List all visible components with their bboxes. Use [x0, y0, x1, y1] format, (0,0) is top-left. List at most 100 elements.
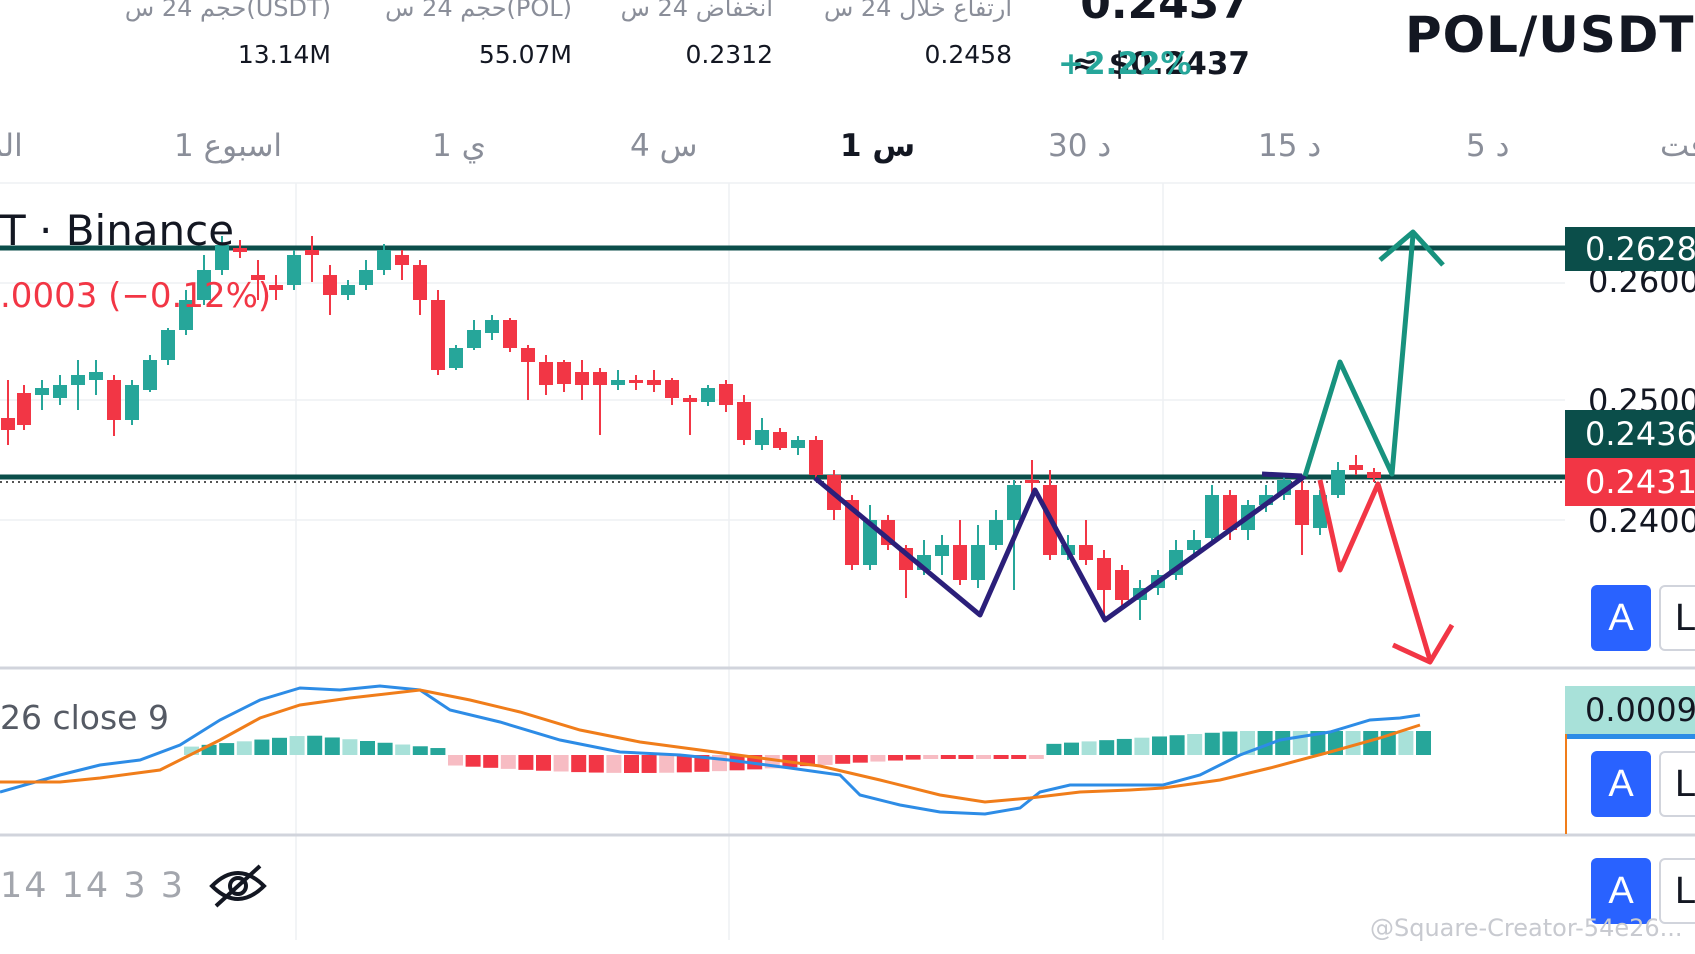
candle-body: [467, 330, 481, 348]
candle-body: [1025, 480, 1039, 483]
candle-body: [1115, 570, 1129, 600]
tab-more[interactable]: الم: [0, 128, 23, 164]
price-change-percent: +2.22%: [1058, 46, 1192, 82]
macd-histogram-bar: [641, 755, 657, 773]
candle-body: [1331, 470, 1345, 495]
macd-indicator-label[interactable]: 26 close 9: [0, 698, 169, 737]
candle-body: [1223, 495, 1237, 530]
macd-histogram-bar: [1011, 755, 1027, 759]
macd-log-scale-button[interactable]: L: [1659, 751, 1695, 817]
tab-30m[interactable]: 30 د: [1048, 128, 1112, 164]
stat-high-label: ارتفاع خلال 24 س: [823, 0, 1012, 22]
candle-body: [683, 398, 697, 402]
macd-histogram-bar: [817, 755, 833, 765]
tab-time[interactable]: الوقت: [1660, 128, 1695, 164]
candle-body: [719, 384, 733, 405]
candle-body: [863, 520, 877, 565]
macd-auto-scale-button[interactable]: A: [1591, 751, 1651, 817]
candle-body: [395, 255, 409, 265]
macd-histogram-bar: [272, 737, 287, 755]
candle-body: [611, 380, 625, 385]
tab-1d[interactable]: 1 ي: [432, 128, 486, 164]
candle-body: [503, 320, 517, 348]
signal-scale-marker: [1565, 734, 1567, 834]
candle-body: [485, 320, 499, 333]
macd-histogram-bar: [500, 755, 516, 769]
bullish-projection-arrow: [1302, 234, 1416, 477]
last-price: 0.2437: [1080, 0, 1250, 29]
candle-body: [71, 375, 85, 385]
macd-histogram-bar: [236, 741, 252, 755]
macd-histogram-bar: [201, 744, 217, 755]
candle-body: [755, 430, 769, 445]
macd-histogram-bar: [571, 755, 587, 773]
candle-body: [143, 360, 157, 390]
tab-1h[interactable]: 1 س: [840, 128, 916, 164]
watermark: @Square-Creator-54e26...: [1370, 914, 1683, 942]
stat-low-value: 0.2312: [685, 40, 773, 69]
price-scale-tick: 0.2400: [1588, 502, 1695, 540]
macd-histogram-bar: [430, 748, 446, 755]
candle-body: [1097, 558, 1111, 590]
chart-symbol-title[interactable]: T · Binance: [0, 206, 235, 255]
volume-log-scale-button[interactable]: L: [1659, 858, 1695, 924]
bearish-projection-arrow: [1317, 479, 1433, 661]
tab-1w[interactable]: 1 اسبوع: [174, 128, 283, 164]
macd-histogram-bar: [676, 755, 692, 773]
eye-slash-icon: [209, 864, 267, 908]
macd-histogram-bar: [324, 737, 340, 755]
auto-scale-button[interactable]: A: [1591, 585, 1651, 651]
candle-body: [1367, 472, 1381, 478]
candle-body: [53, 385, 67, 398]
candle-body: [845, 500, 859, 565]
macd-histogram-bar: [483, 755, 499, 768]
candle-body: [701, 388, 715, 402]
macd-histogram-bar: [606, 755, 622, 773]
candle-body: [773, 432, 787, 448]
candle-body: [1187, 540, 1201, 550]
macd-histogram-bar: [1204, 732, 1220, 755]
macd-histogram-bar: [1222, 731, 1238, 755]
bullish-arrowhead: [1378, 229, 1445, 267]
volume-indicator-label[interactable]: 14 14 3 3: [0, 866, 185, 906]
macd-histogram-bar: [289, 736, 305, 755]
macd-histogram: [184, 731, 1431, 773]
candle-body: [809, 440, 823, 475]
macd-histogram-bar: [729, 755, 745, 771]
last-price-badge: 0.2431: [1565, 458, 1695, 506]
macd-histogram-bar: [588, 755, 604, 773]
macd-histogram-bar: [377, 742, 393, 755]
macd-histogram-bar: [940, 755, 956, 759]
double-bottom-pattern: [813, 473, 1307, 623]
macd-histogram-bar: [342, 739, 358, 755]
macd-histogram-bar: [976, 755, 991, 759]
candle-body: [179, 300, 193, 330]
macd-histogram-bar: [1046, 743, 1062, 755]
candle-body: [269, 285, 283, 290]
trading-pair-title[interactable]: POL/USDT: [1405, 6, 1695, 64]
macd-histogram-bar: [465, 755, 481, 767]
volume-auto-scale-button[interactable]: A: [1591, 858, 1651, 924]
candle-body: [17, 393, 31, 425]
candle-body: [539, 362, 553, 385]
tab-15m[interactable]: 15 د: [1258, 128, 1322, 164]
candle-body: [449, 348, 463, 368]
macd-histogram-bar: [254, 739, 270, 755]
candle-body: [1079, 545, 1093, 560]
macd-histogram-bar: [1187, 733, 1203, 755]
candle-body: [575, 372, 589, 385]
candle-body: [1205, 495, 1219, 538]
tab-4h[interactable]: 4 س: [630, 128, 698, 164]
candle-body: [413, 265, 427, 300]
macd-histogram-bar: [536, 755, 551, 771]
log-scale-button[interactable]: L: [1659, 585, 1695, 651]
signal-line: [0, 688, 1421, 804]
macd-histogram-bar: [1169, 735, 1185, 755]
stat-volume-base-label: حجم 24 س(POL): [385, 0, 572, 22]
tab-5m[interactable]: 5 د: [1466, 128, 1510, 164]
stat-high-value: 0.2458: [924, 40, 1012, 69]
macd-histogram-bar: [1275, 731, 1291, 755]
pattern-arrow-shaft: [1261, 471, 1303, 479]
chart-symbol-change: .0003 (−0.12%): [0, 276, 272, 316]
